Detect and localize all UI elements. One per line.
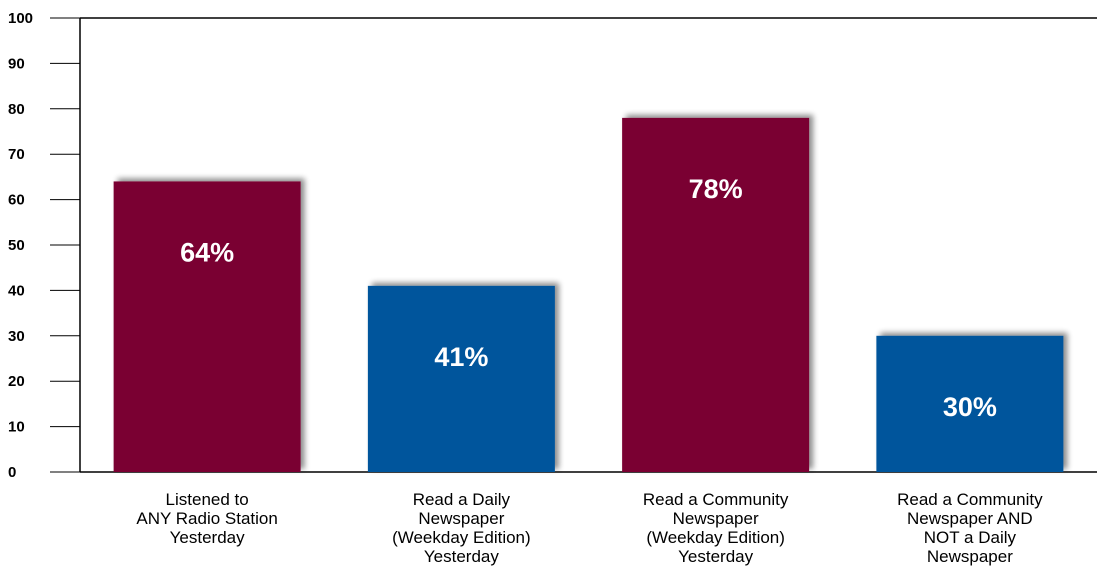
y-tick-label: 60 xyxy=(8,192,25,209)
bar xyxy=(876,335,1064,472)
category-label: Newspaper xyxy=(418,509,504,528)
y-tick-label: 0 xyxy=(8,464,16,481)
category-label: NOT a Daily xyxy=(924,528,1017,547)
bars xyxy=(113,117,1064,472)
category-label: Read a Community xyxy=(897,490,1043,509)
y-tick-label: 100 xyxy=(8,10,33,27)
data-label: 41% xyxy=(434,342,488,372)
y-tick-label: 20 xyxy=(8,373,25,390)
bar xyxy=(622,117,810,472)
data-label: 78% xyxy=(689,174,743,204)
category-label: Newspaper xyxy=(927,547,1013,566)
category-label: Newspaper xyxy=(673,509,759,528)
bar xyxy=(367,285,555,472)
category-label: Yesterday xyxy=(678,547,753,566)
category-label: Yesterday xyxy=(170,528,245,547)
category-label: Newspaper AND xyxy=(907,509,1033,528)
category-label: ANY Radio Station xyxy=(136,509,277,528)
data-label: 64% xyxy=(180,237,234,267)
category-label: Read a Community xyxy=(643,490,789,509)
y-tick-label: 90 xyxy=(8,55,25,72)
y-tick-label: 50 xyxy=(8,237,25,254)
category-label: (Weekday Edition) xyxy=(392,528,531,547)
y-tick-label: 30 xyxy=(8,328,25,345)
y-tick-label: 10 xyxy=(8,419,25,436)
bar xyxy=(113,181,301,472)
y-axis-ticks: 0 10 20 30 40 50 60 70 80 90 100 xyxy=(8,10,80,481)
data-label: 30% xyxy=(943,392,997,422)
category-label: Listened to xyxy=(166,490,249,509)
y-tick-label: 40 xyxy=(8,282,25,299)
value-labels: 64% 41% 78% 30% xyxy=(180,174,997,422)
category-label: Yesterday xyxy=(424,547,499,566)
category-label: Read a Daily xyxy=(413,490,511,509)
category-label: (Weekday Edition) xyxy=(646,528,785,547)
y-tick-label: 80 xyxy=(8,101,25,118)
y-tick-label: 70 xyxy=(8,146,25,163)
